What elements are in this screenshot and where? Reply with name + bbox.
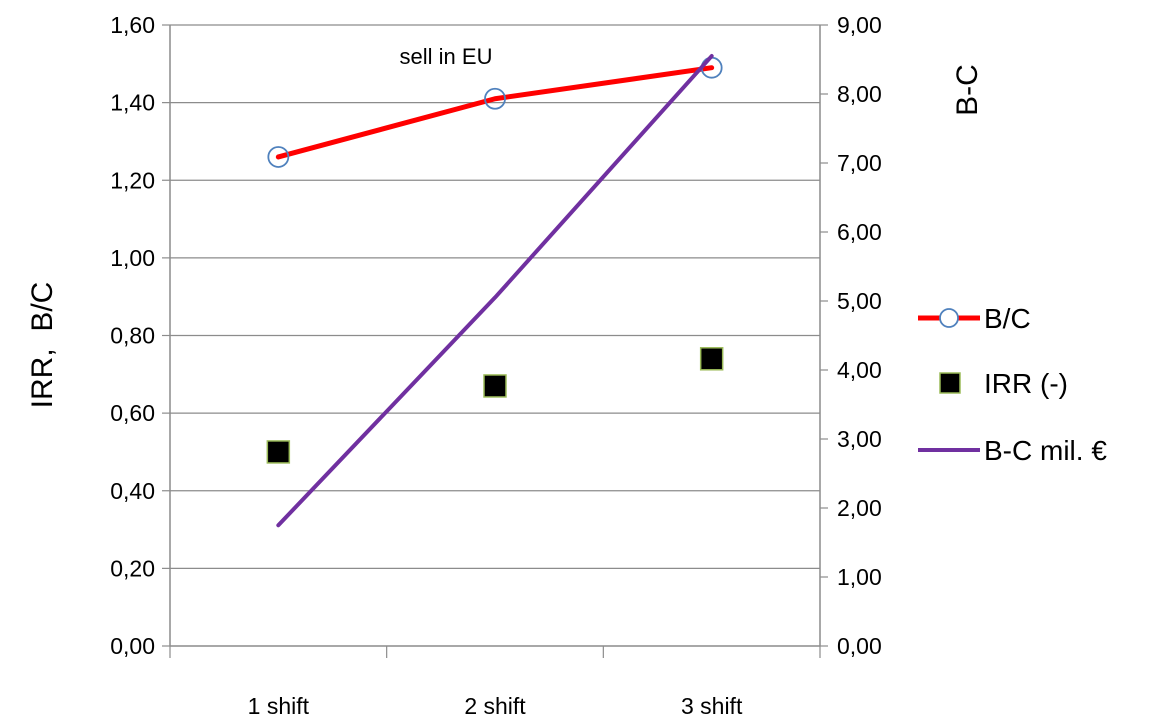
series-line-1 — [275, 65, 715, 160]
right-axis-tick-label: 6,00 — [837, 219, 882, 245]
legend-label: B-C mil. € — [984, 435, 1107, 466]
x-axis-tick-label: 3 shift — [681, 693, 743, 719]
chart-annotation: sell in EU — [400, 44, 493, 69]
x-axis-tick-label: 2 shift — [464, 693, 526, 719]
series-point — [484, 87, 506, 110]
legend-label: IRR (-) — [984, 368, 1068, 399]
right-axis-tick-label: 8,00 — [837, 81, 882, 107]
series-point — [267, 146, 290, 168]
x-axis-tick-label: 1 shift — [248, 693, 310, 719]
left-axis-tick-labels: 0,00 0,20 0,40 0,60 0,80 1,00 1,20 1,40 1,60 — [110, 12, 155, 659]
right-axis-tick-labels: 0,00 1,00 2,00 3,00 4,00 5,00 6,00 7,00 8,00 9,00 — [837, 12, 882, 659]
right-axis-tick-label: 4,00 — [837, 357, 882, 383]
right-axis-tick-label: 9,00 — [837, 12, 882, 38]
gridlines — [170, 24, 820, 569]
right-axis-tick-label: 1,00 — [837, 564, 882, 590]
left-axis-tick-label: 0,40 — [110, 478, 155, 504]
left-axis-tick-label: 0,80 — [110, 323, 155, 349]
left-axis-tick-label: 1,60 — [110, 12, 155, 38]
series-line-3 — [276, 54, 714, 528]
legend-marker-swatch — [939, 372, 961, 394]
series-point — [699, 347, 724, 371]
series — [266, 54, 724, 528]
left-axis-tick-label: 0,60 — [110, 400, 155, 426]
left-axis-tick-label: 1,40 — [110, 90, 155, 116]
legend-entry: B-C mil. € — [918, 435, 1107, 466]
legend-marker-swatch — [939, 308, 959, 328]
legend-entry: IRR (-) — [939, 368, 1068, 399]
right-axis-tick-label: 0,00 — [837, 633, 882, 659]
right-axis-tick-label: 7,00 — [837, 150, 882, 176]
x-axis-tick-labels: 1 shift 2 shift 3 shift — [248, 693, 743, 719]
right-axis-tick-label: 5,00 — [837, 288, 882, 314]
axes — [162, 24, 828, 658]
legend-label: B/C — [984, 303, 1031, 334]
legend: B/C IRR (-) B-C mil. € — [918, 303, 1107, 466]
left-axis-tick-label: 1,00 — [110, 245, 155, 271]
left-axis-tick-label: 0,00 — [110, 633, 155, 659]
right-axis-title: B-C — [951, 64, 984, 116]
legend-entry: B/C — [918, 303, 1031, 334]
left-axis-tick-label: 1,20 — [110, 167, 155, 193]
series-point — [266, 440, 291, 464]
series-point — [483, 374, 507, 398]
left-axis-title: IRR, B/C — [26, 282, 59, 409]
left-axis-tick-label: 0,20 — [110, 555, 155, 581]
right-axis-tick-label: 2,00 — [837, 495, 882, 521]
right-axis-tick-label: 3,00 — [837, 426, 882, 452]
